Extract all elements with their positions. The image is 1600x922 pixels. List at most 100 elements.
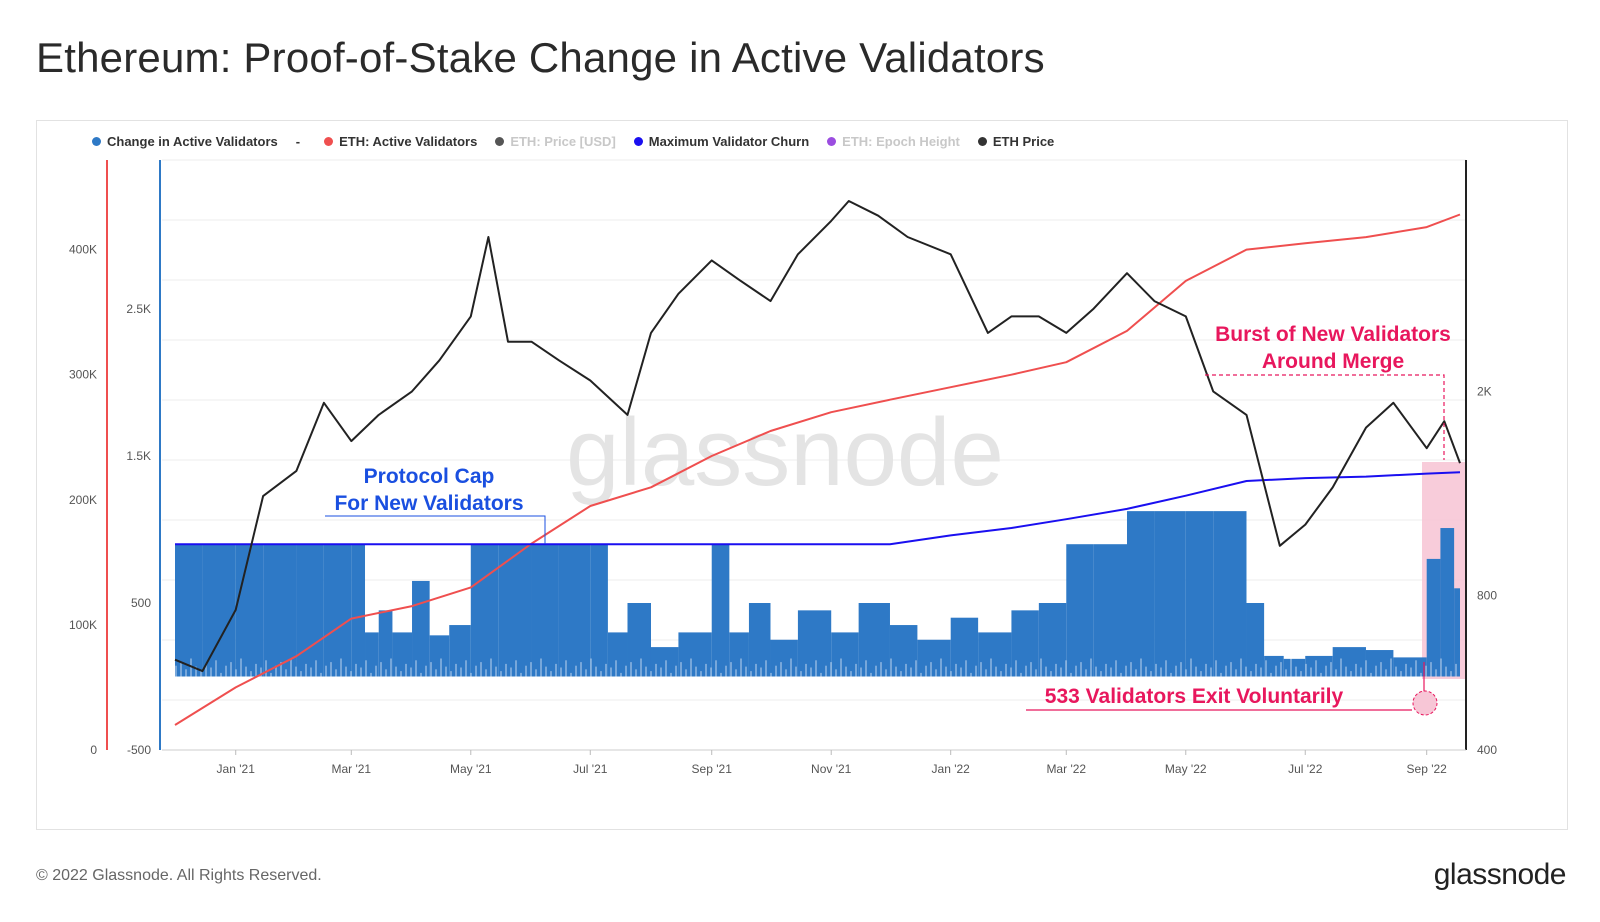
- validator-change-bar: [465, 660, 467, 677]
- validator-change-bar: [202, 544, 236, 677]
- validator-change-bar: [1290, 658, 1292, 677]
- x-tick-label: Jan '21: [217, 762, 256, 776]
- validator-change-bar: [750, 671, 752, 677]
- validator-change-bar: [1425, 665, 1427, 677]
- validator-change-bar: [915, 660, 917, 677]
- validator-change-bar: [558, 544, 591, 677]
- validator-change-bar: [1264, 655, 1284, 677]
- validator-change-bar: [210, 667, 212, 677]
- watermark: glassnode: [566, 399, 1004, 506]
- legend-item[interactable]: ETH: Epoch Height: [827, 134, 960, 149]
- legend-label: Maximum Validator Churn: [648, 134, 810, 149]
- validator-change-bar: [240, 658, 242, 677]
- validator-change-bar: [265, 660, 267, 677]
- validator-change-bar: [263, 544, 297, 677]
- validator-change-bar: [975, 665, 977, 677]
- validator-change-bar: [810, 667, 812, 677]
- validator-change-bar: [675, 665, 677, 677]
- validator-change-bar: [490, 658, 492, 677]
- validator-change-bar: [855, 663, 857, 677]
- validator-change-bar: [1410, 667, 1412, 677]
- validator-change-bar: [845, 666, 847, 677]
- validator-change-bar: [280, 662, 282, 677]
- legend-item[interactable]: ETH Price: [977, 134, 1054, 149]
- validator-change-bar: [260, 667, 262, 677]
- validator-change-bar: [355, 663, 357, 677]
- validator-change-bar: [1115, 660, 1117, 677]
- legend-label: -: [295, 134, 301, 149]
- legend-item[interactable]: Change in Active Validators: [92, 134, 278, 149]
- validator-change-bar: [1255, 663, 1257, 677]
- legend-dot-icon: [827, 137, 837, 146]
- validator-change-bar: [1200, 671, 1202, 677]
- series-lines: [174, 200, 1461, 726]
- validator-change-bar: [1011, 610, 1039, 677]
- validator-change-bar: [600, 671, 602, 677]
- validator-change-bar: [1390, 658, 1392, 677]
- validator-change-bar: [880, 662, 882, 677]
- legend-item[interactable]: ETH: Price [USD]: [495, 134, 616, 149]
- validator-change-bar: [235, 669, 237, 677]
- legend-item[interactable]: -: [296, 134, 300, 149]
- validator-change-bar: [180, 662, 182, 677]
- validator-change-bar: [392, 632, 413, 677]
- validator-change-bar: [515, 660, 517, 677]
- validator-change-bar: [665, 660, 667, 677]
- legend-label: ETH: Epoch Height: [842, 134, 960, 149]
- validator-change-bar: [985, 669, 987, 677]
- validator-change-bar: [290, 658, 292, 677]
- validator-change-bar: [435, 669, 437, 677]
- validator-change-bar: [740, 658, 742, 677]
- x-tick-label: May '21: [450, 762, 492, 776]
- validator-change-bar: [300, 671, 302, 677]
- validator-change-bar: [245, 666, 247, 677]
- validator-change-bar: [678, 632, 712, 677]
- validator-change-bar: [470, 672, 472, 677]
- validator-change-bar: [875, 665, 877, 677]
- validator-change-bar: [695, 666, 697, 677]
- validator-change-bar: [225, 665, 227, 677]
- validator-change-bar: [710, 667, 712, 677]
- validator-change-bar: [729, 632, 749, 677]
- validator-change-bar: [1375, 665, 1377, 677]
- validator-change-bar: [400, 671, 402, 677]
- validator-change-bar: [1170, 672, 1172, 677]
- legend-item[interactable]: ETH: Active Validators: [324, 134, 477, 149]
- validator-change-bar: [1415, 660, 1417, 677]
- validator-change-bar: [1405, 663, 1407, 677]
- validator-change-bar: [1055, 663, 1057, 677]
- validator-change-bar: [865, 660, 867, 677]
- validator-change-bar: [910, 667, 912, 677]
- validator-change-bar: [1035, 669, 1037, 677]
- validator-change-bar: [610, 667, 612, 677]
- validator-change-bar: [360, 667, 362, 677]
- validator-change-bar: [920, 672, 922, 677]
- legend-item[interactable]: Maximum Validator Churn: [633, 134, 810, 149]
- validator-change-bar: [255, 663, 257, 677]
- validator-change-bar: [950, 617, 979, 677]
- validator-change-bar: [1250, 671, 1252, 677]
- validator-change-bar: [340, 658, 342, 677]
- validator-change-bar: [1210, 667, 1212, 677]
- validator-change-bar: [1385, 669, 1387, 677]
- validator-change-bar: [1000, 671, 1002, 677]
- validator-churn-line: [175, 471, 1461, 546]
- validator-change-bar: [1213, 511, 1247, 677]
- validator-change-bar: [1145, 666, 1147, 677]
- y-tick-label: 2K: [1477, 384, 1492, 398]
- validator-change-bar: [1395, 666, 1397, 677]
- validator-change-bar: [310, 667, 312, 677]
- y-tick-label: -500: [127, 743, 151, 757]
- validator-change-bar: [1075, 665, 1077, 677]
- validator-change-bar: [323, 544, 352, 677]
- validator-change-bar: [645, 666, 647, 677]
- validator-change-bar: [1130, 662, 1132, 677]
- x-tick-label: Nov '21: [811, 762, 852, 776]
- validator-change-bar: [495, 666, 497, 677]
- x-tick-label: Jul '22: [1288, 762, 1323, 776]
- validator-change-bar: [412, 580, 430, 677]
- validator-change-bar: [630, 662, 632, 677]
- validator-change-bar: [460, 667, 462, 677]
- validator-change-bar: [1065, 660, 1067, 677]
- validator-change-bar: [755, 663, 757, 677]
